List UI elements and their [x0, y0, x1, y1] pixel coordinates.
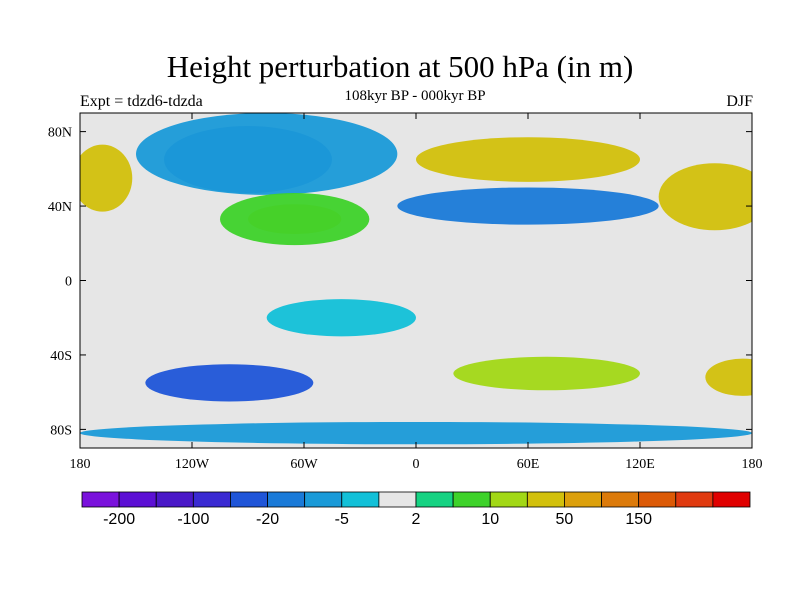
- chart-subtitle: 108kyr BP - 000kyr BP: [344, 88, 486, 104]
- colorbar-label: -100: [177, 511, 209, 528]
- y-tick-label: 40S: [50, 349, 72, 364]
- y-tick-label: 80N: [48, 126, 72, 141]
- colorbar-label: 50: [556, 511, 574, 528]
- colorbar-swatch: [638, 491, 677, 508]
- anomaly-region-north-atlantic-high-outer: [220, 193, 370, 246]
- anomaly-region-tropical-low-atlantic: [266, 299, 416, 337]
- colorbar-label: -5: [335, 511, 349, 528]
- anomaly-region-antarctic-low: [80, 421, 752, 445]
- anomaly-region-southern-ocean-high: [453, 356, 640, 391]
- colorbar-swatch: [489, 491, 528, 508]
- colorbar-swatch: [81, 491, 120, 508]
- anomaly-region-north-america-outer-low: [135, 113, 398, 195]
- colorbar-swatch: [675, 491, 714, 508]
- season-label: DJF: [726, 93, 753, 110]
- x-tick-label: 180: [70, 457, 91, 472]
- colorbar-swatch: [230, 491, 268, 508]
- x-tick-label: 60W: [290, 457, 318, 472]
- x-tick-label: 180: [742, 457, 763, 472]
- colorbar-swatch: [712, 491, 751, 508]
- experiment-label: Expt = tdzd6-tdzda: [80, 93, 203, 110]
- anomaly-region-north-pacific-high-west: [80, 144, 133, 212]
- colorbar-swatch: [452, 491, 491, 508]
- colorbar-swatch: [267, 491, 306, 508]
- colorbar-label: -20: [256, 511, 279, 528]
- anomaly-region-north-eurasia-high: [416, 137, 640, 182]
- colorbar-swatch: [155, 491, 194, 508]
- colorbar-label: 10: [481, 511, 499, 528]
- x-tick-label: 120W: [175, 457, 210, 472]
- y-axis: 80N 40N 0 40S 80S: [48, 126, 752, 438]
- colorbar-swatch: [601, 491, 640, 508]
- colorbar-label: 150: [625, 511, 652, 528]
- colorbar-label: -200: [103, 511, 135, 528]
- colorbar-swatch: [378, 491, 417, 508]
- map-plot-area: [80, 113, 752, 448]
- y-tick-label: 0: [65, 275, 72, 290]
- colorbar-swatch: [564, 491, 602, 508]
- x-tick-label: 120E: [625, 457, 655, 472]
- x-axis: 180 120W 60W 0 60E 120E 180: [70, 113, 763, 472]
- colorbar-swatch: [192, 491, 231, 508]
- colorbar-swatch: [304, 491, 343, 508]
- colorbar-swatch: [118, 491, 157, 508]
- anomaly-region-north-pacific-high-east: [658, 163, 752, 231]
- anomaly-region-southern-ocean-low: [145, 364, 314, 402]
- anomaly-region-eurasia-low: [397, 187, 659, 225]
- y-tick-label: 80S: [50, 423, 72, 438]
- colorbar-swatch: [415, 491, 454, 508]
- anomaly-region-south-pacific-high: [705, 358, 752, 396]
- x-tick-label: 0: [413, 457, 420, 472]
- y-tick-label: 40N: [48, 200, 72, 215]
- colorbar-swatch: [341, 491, 380, 508]
- x-tick-label: 60E: [517, 457, 540, 472]
- colorbar-swatch: [526, 491, 565, 508]
- colorbar: -200 -100 -20 -5 2 10 50 150: [81, 491, 751, 528]
- colorbar-label: 2: [412, 511, 421, 528]
- chart-title: Height perturbation at 500 hPa (in m): [166, 49, 634, 84]
